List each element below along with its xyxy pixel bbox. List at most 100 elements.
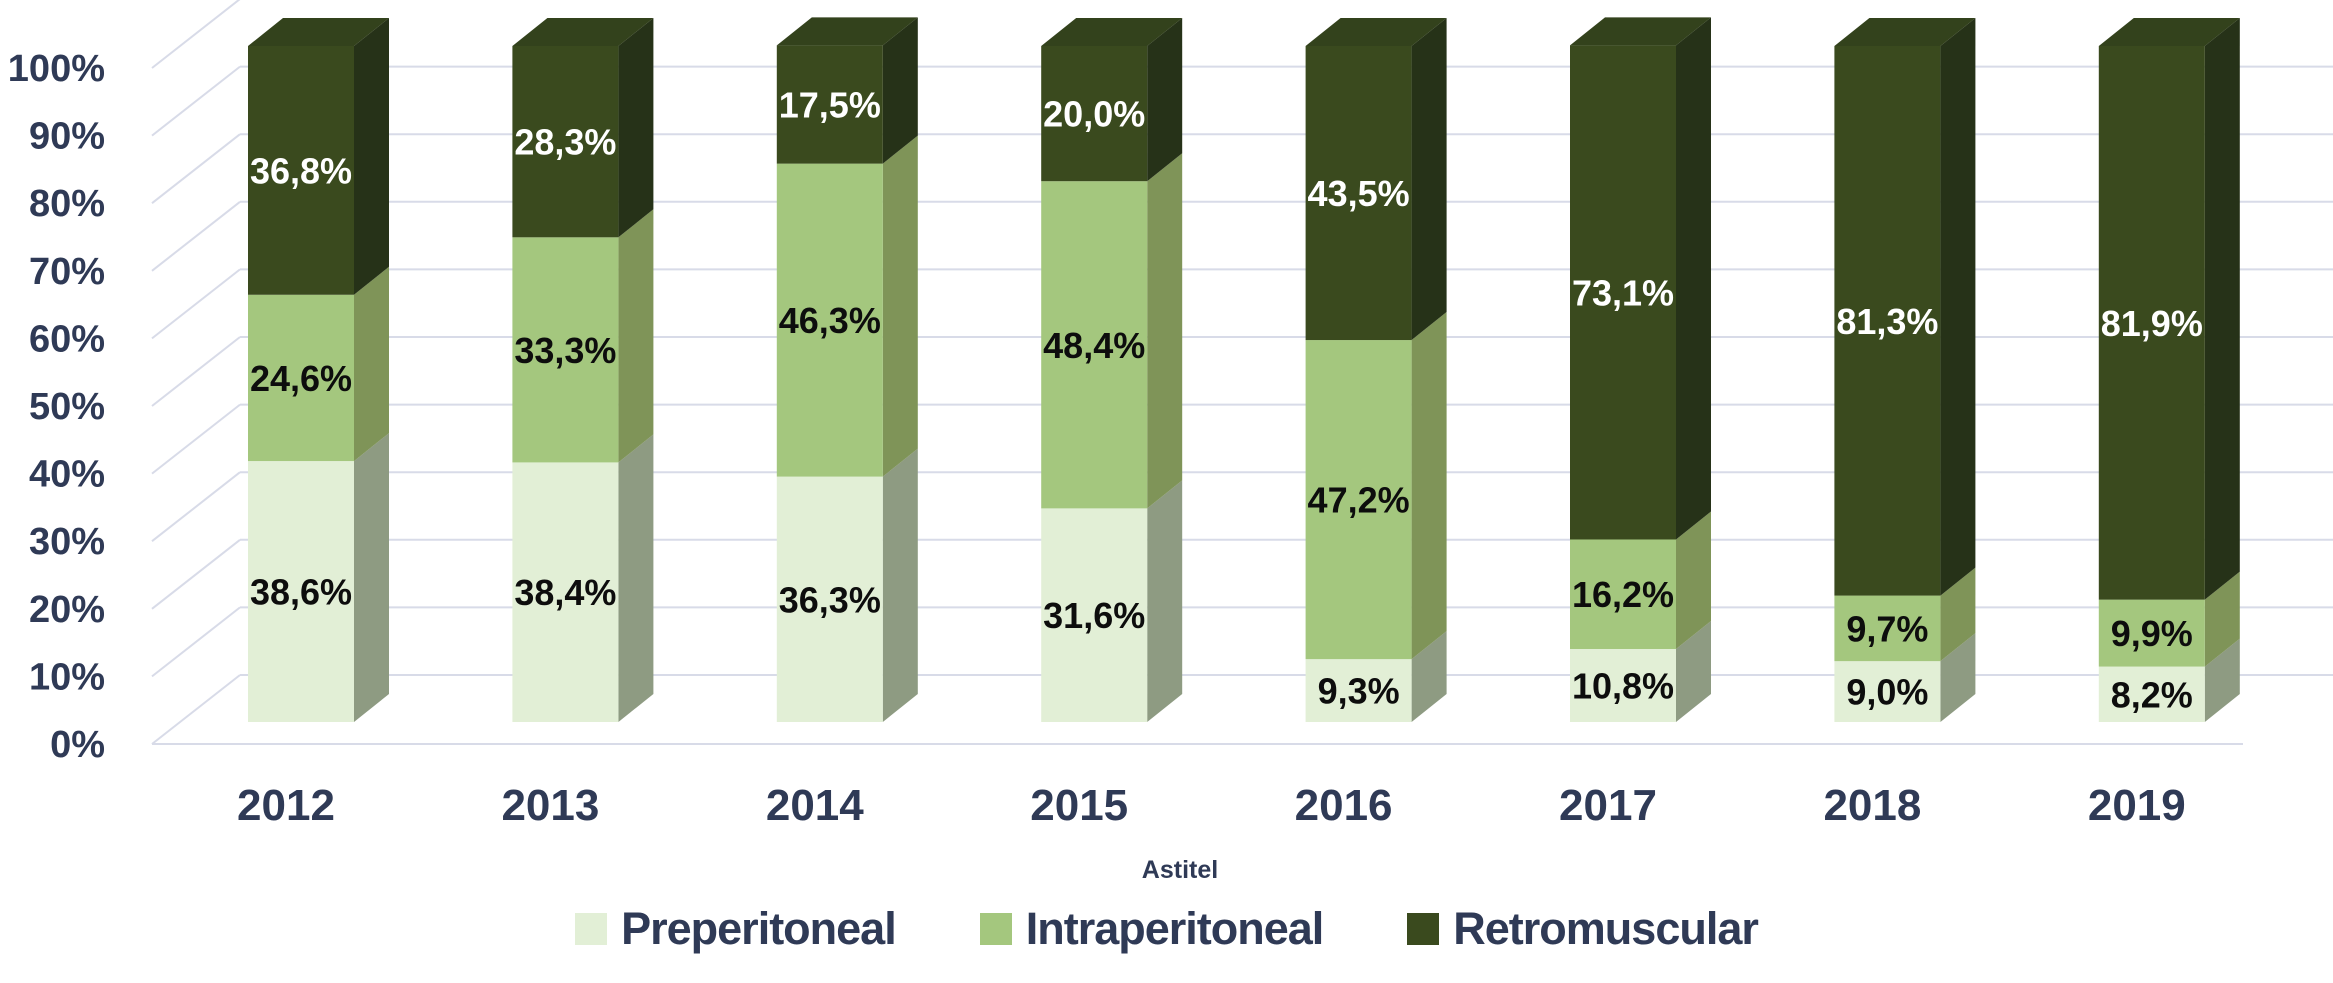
segment-intraperitoneal-side [2204, 571, 2240, 667]
segment-retromuscular-side [882, 17, 918, 164]
gridlines [151, 0, 2333, 745]
gridline-diagonal [151, 133, 241, 204]
bar-2015: 31,6% 48,4% 20,0% [1041, 18, 1183, 722]
segment-retromuscular-top [1834, 18, 1976, 46]
x-axis-label: 2014 [766, 781, 864, 830]
segment-retromuscular-side [1676, 17, 1711, 540]
segment-intraperitoneal-side [354, 266, 389, 462]
segment-intraperitoneal-front [776, 163, 883, 477]
y-axis-label: 50% [29, 386, 105, 428]
data-label: 43,5% [1308, 173, 1410, 214]
segment-intraperitoneal-side [882, 135, 918, 477]
segment-intraperitoneal-side [618, 209, 654, 463]
gridline-diagonal [151, 674, 241, 745]
x-axis-title: Astitel [1141, 856, 1219, 884]
segment-intraperitoneal-front [1834, 595, 1941, 662]
y-axis-label: 20% [29, 589, 105, 631]
segment-intraperitoneal-side [1411, 312, 1447, 660]
bar-2019: 8,2% 9,9% 81,9% [2098, 18, 2240, 722]
segment-preperitoneal-side [1147, 480, 1183, 722]
legend-label: Intraperitoneal [1025, 903, 1325, 954]
y-axis-label: 10% [29, 656, 105, 698]
x-axis-label: 2018 [1823, 781, 1921, 830]
segment-intraperitoneal-side [1676, 511, 1711, 649]
x-axis-label: 2017 [1559, 781, 1657, 830]
gridline-diagonal [151, 471, 241, 542]
bar-2013: 38,4% 33,3% 28,3% [512, 18, 654, 722]
segment-retromuscular-side [1411, 18, 1447, 341]
segment-preperitoneal-front [1570, 648, 1676, 722]
y-axis-label: 90% [29, 116, 105, 158]
segment-preperitoneal-side [1676, 620, 1711, 722]
segment-retromuscular-front [1041, 46, 1148, 182]
data-label: 46,3% [779, 300, 881, 341]
x-axis-label: 2019 [2088, 781, 2186, 830]
segment-retromuscular-front [776, 45, 883, 164]
data-label: 47,2% [1308, 480, 1410, 521]
data-label: 10,8% [1572, 665, 1674, 706]
segment-intraperitoneal-side [1940, 567, 1976, 662]
data-label: 9,0% [1846, 672, 1928, 713]
x-axis-label: 2015 [1030, 781, 1128, 830]
y-axis: 0% 10% 20% 30% 40% 50% 60% 70% 80% 90% 100% [8, 48, 105, 766]
segment-retromuscular-side [2204, 18, 2240, 600]
data-label: 31,6% [1043, 595, 1145, 636]
data-label: 28,3% [514, 122, 616, 163]
segment-intraperitoneal-front [1041, 181, 1148, 509]
segment-retromuscular-side [354, 18, 389, 295]
data-label: 17,5% [779, 84, 881, 125]
segment-intraperitoneal-front [1305, 340, 1412, 660]
segment-preperitoneal-front [512, 462, 619, 722]
y-axis-label: 0% [50, 724, 105, 766]
segment-retromuscular-front [2098, 46, 2205, 600]
gridline-diagonal [151, 0, 241, 69]
legend-label: Preperitoneal [621, 903, 897, 954]
legend-item-retromuscular: Retromuscular [1407, 903, 1759, 954]
segment-preperitoneal-side [618, 434, 654, 722]
x-axis-label: 2013 [501, 781, 599, 830]
data-label: 38,6% [250, 572, 352, 613]
segment-retromuscular-front [1834, 46, 1941, 596]
y-axis-label: 30% [29, 521, 105, 563]
segment-retromuscular-side [1940, 18, 1976, 596]
segment-intraperitoneal-front [248, 294, 354, 462]
segment-intraperitoneal-front [512, 237, 619, 463]
segment-retromuscular-top [2098, 18, 2240, 46]
segment-preperitoneal-side [882, 448, 918, 722]
bar-2014: 36,3% 46,3% 17,5% [776, 17, 918, 722]
segment-preperitoneal-side [1411, 631, 1447, 722]
legend: Preperitoneal Intraperitoneal Retromuscu… [0, 906, 2333, 951]
segment-intraperitoneal-side [1147, 153, 1183, 509]
segment-retromuscular-top [1570, 17, 1711, 46]
bar-2018: 9,0% 9,7% 81,3% [1834, 18, 1976, 722]
gridline-diagonal [151, 539, 241, 610]
y-axis-label: 80% [29, 183, 105, 225]
segment-retromuscular-front [512, 46, 619, 238]
data-label: 20,0% [1043, 94, 1145, 135]
data-label: 33,3% [514, 330, 616, 371]
segment-retromuscular-top [248, 18, 389, 46]
segment-retromuscular-top [512, 18, 654, 46]
segment-retromuscular-top [1041, 18, 1183, 46]
legend-swatch-intraperitoneal-icon [979, 912, 1012, 945]
x-axis-label: 2012 [237, 781, 335, 830]
legend-item-intraperitoneal: Intraperitoneal [979, 903, 1325, 954]
y-axis-label: 40% [29, 454, 105, 496]
y-axis-label: 60% [29, 318, 105, 360]
data-label: 73,1% [1572, 272, 1674, 313]
data-label: 9,9% [2111, 613, 2193, 654]
segment-preperitoneal-front [2098, 666, 2205, 722]
legend-item-preperitoneal: Preperitoneal [575, 903, 897, 954]
data-label: 48,4% [1043, 325, 1145, 366]
gridline-diagonal [151, 606, 241, 678]
legend-label: Retromuscular [1453, 903, 1759, 954]
data-label: 8,2% [2111, 674, 2193, 715]
data-label: 24,6% [250, 358, 352, 399]
legend-swatch-retromuscular-icon [1407, 912, 1440, 945]
gridline-diagonal [151, 403, 241, 475]
segment-preperitoneal-side [354, 433, 389, 722]
segment-preperitoneal-front [248, 461, 354, 722]
segment-retromuscular-top [1305, 18, 1447, 46]
